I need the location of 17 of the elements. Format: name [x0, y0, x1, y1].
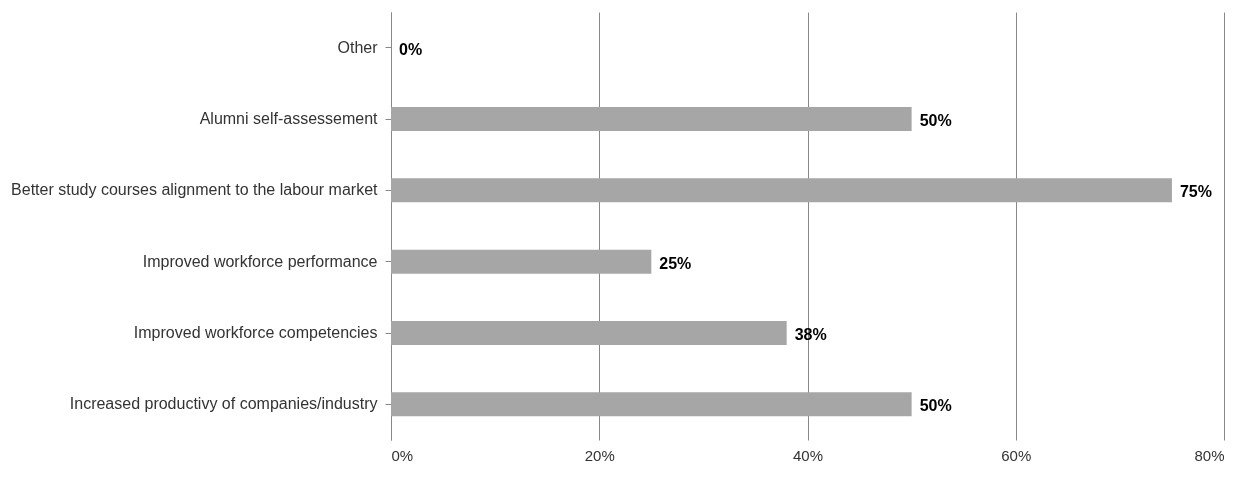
y-tick-label: Improved workforce competencies: [133, 324, 378, 341]
data-label: 50%: [919, 112, 952, 129]
data-label: 75%: [1179, 183, 1212, 201]
y-tick-label: Better study courses alignment to the labour market: [11, 181, 379, 199]
x-tick-label: 60%: [1001, 446, 1032, 464]
data-label: 0%: [399, 40, 423, 58]
y-tick-label: Other: [337, 38, 379, 56]
data-label: 38%: [794, 326, 827, 343]
x-tick-label: 40%: [792, 446, 824, 464]
data-label: 50%: [919, 397, 952, 415]
y-tick-label: Increased productivy of companies/industry: [69, 395, 378, 413]
data-label: 25%: [659, 254, 692, 272]
y-tick-label: Improved workforce performance: [142, 252, 378, 270]
x-tick-label: 80%: [1194, 446, 1225, 464]
x-tick-label: 20%: [584, 446, 615, 464]
x-tick-label: 0%: [391, 446, 414, 464]
y-tick-label: Alumni self-assessement: [199, 110, 379, 127]
